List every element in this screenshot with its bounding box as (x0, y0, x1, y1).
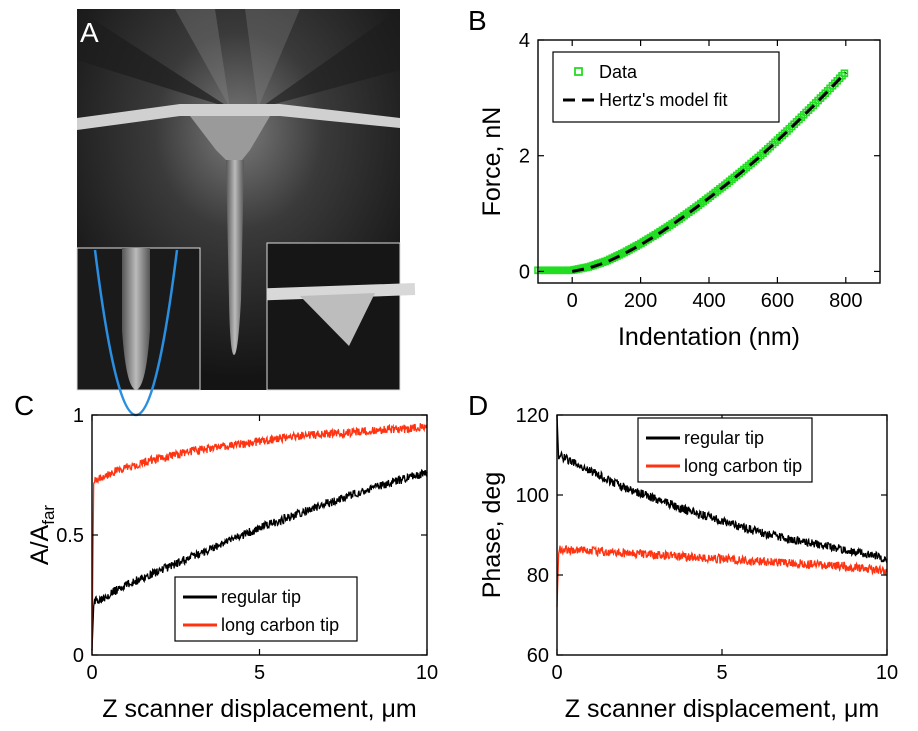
panel-b-chart: 0 200 400 600 800 0 2 4 Indentation (nm) Force, n… (478, 30, 881, 351)
chart-b-y-tick-label: 4 (519, 30, 530, 52)
chart-b-series-fit-line (571, 71, 847, 273)
chart-c-legend: regular tip long carbon tip (174, 576, 358, 642)
chart-b-x-tick-label: 0 (567, 290, 578, 312)
chart-d-y-tick-label: 80 (527, 565, 549, 587)
chart-b-x-axis-label: Indentation (nm) (618, 323, 800, 351)
chart-d-y-tick-label: 120 (516, 405, 549, 427)
chart-d-y-axis-label: Phase, deg (478, 472, 506, 599)
panel-letter-d: D (468, 390, 488, 421)
chart-b-series-data-markers (534, 69, 849, 275)
chart-d-legend: regular tip long carbon tip (637, 417, 813, 483)
chart-d-x-tick-label: 5 (716, 662, 727, 684)
chart-b-y-tick-label: 2 (519, 146, 530, 168)
chart-d-legend-box (637, 417, 813, 483)
chart-b-legend: Data Hertz's model fit (552, 51, 780, 123)
chart-b-legend-swatch (574, 67, 583, 76)
chart-d-legend-label: regular tip (684, 428, 764, 448)
cantilever (77, 104, 400, 130)
chart-c-series-regular-tip (91, 468, 428, 651)
chart-b-x-tick-label: 800 (829, 290, 862, 312)
panel-letter-c: C (14, 390, 34, 421)
chart-c-x-tick-label: 10 (416, 662, 438, 684)
chart-d-y-tick-label: 100 (516, 485, 549, 507)
pyramidal-tip (300, 293, 375, 346)
panel-a-micrograph: A (76, 9, 416, 417)
chart-d-x-axis-label: Z scanner displacement, μm (565, 695, 880, 723)
panel-letter-a: A (80, 17, 99, 48)
chart-b-y-axis-label: Force, nN (478, 107, 506, 217)
chart-b-x-tick-label: 400 (692, 290, 725, 312)
chart-c-y-tick-label: 0 (73, 645, 84, 667)
chart-d-y-tick-label: 60 (527, 645, 549, 667)
chart-d-series-long-carbon-tip (556, 544, 888, 608)
carbon-tip (226, 160, 244, 355)
chart-c-x-tick-label: 5 (254, 662, 265, 684)
chart-b-x-tick-label: 600 (761, 290, 794, 312)
tip-base (190, 116, 270, 160)
chart-c-y-axis-label: A/Afar (26, 505, 58, 565)
chart-c-legend-label: long carbon tip (221, 615, 339, 635)
chart-d-legend-label: long carbon tip (684, 456, 802, 476)
panel-d-chart: 0 5 10 60 80 100 120 Z scanner displacement, μm… (478, 405, 898, 723)
chart-b-y-tick-label: 0 (519, 261, 530, 283)
chart-b-legend-label: Hertz's model fit (599, 90, 727, 110)
chart-c-legend-box (174, 576, 358, 642)
chart-d-series-regular-tip (556, 414, 888, 565)
chart-c-legend-label: regular tip (221, 587, 301, 607)
chart-c-x-axis-label: Z scanner displacement, μm (102, 695, 417, 723)
chart-b-data-point (840, 69, 849, 78)
chart-b-legend-box (552, 51, 780, 123)
chart-d-x-tick-label: 10 (876, 662, 898, 684)
chart-c-y-tick-label: 1 (73, 405, 84, 427)
panel-c-chart: 0 5 10 0 0.5 1 Z scanner displacement, μm A/Afa… (26, 405, 438, 723)
panel-letter-b: B (468, 5, 487, 36)
chart-c-series-long-carbon-tip (91, 423, 428, 651)
chart-d-x-tick-label: 0 (551, 662, 562, 684)
chart-b-x-tick-label: 200 (624, 290, 657, 312)
chart-b-legend-label: Data (599, 62, 638, 82)
chart-c-y-tick-label: 0.5 (56, 525, 84, 547)
chart-c-x-tick-label: 0 (86, 662, 97, 684)
